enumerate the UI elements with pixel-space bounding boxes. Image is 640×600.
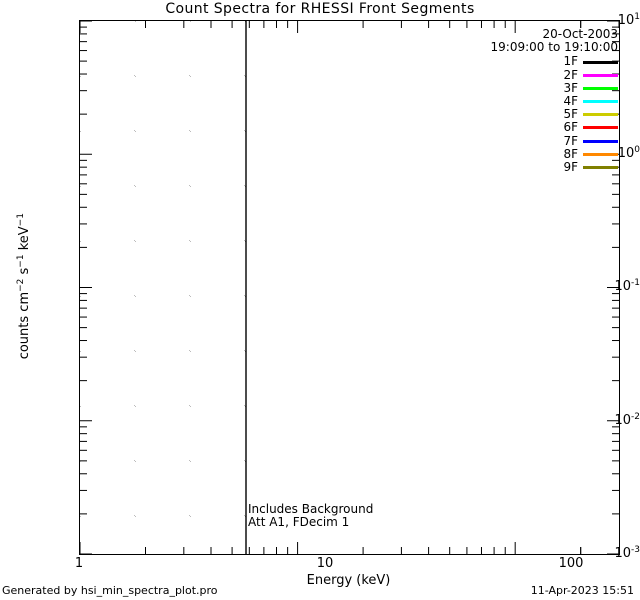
- legend-entry-swatch: [583, 126, 618, 129]
- legend-entry-label: 7F: [563, 135, 583, 148]
- ytick-label-1e-1: 10-1: [566, 278, 640, 294]
- legend-entry-4f: 4F: [491, 95, 618, 108]
- legend-entry-label: 6F: [563, 121, 583, 134]
- legend-entry-3f: 3F: [491, 82, 618, 95]
- legend-entry-swatch: [583, 113, 618, 116]
- legend-entry-6f: 6F: [491, 121, 618, 134]
- legend-entry-1f: 1F: [491, 55, 618, 68]
- y-axis-title: counts cm−2 s−1 keV−1: [16, 156, 32, 416]
- plot-annotations: Includes Background Att A1, FDecim 1: [248, 503, 373, 529]
- legend-entry-9f: 9F: [491, 161, 618, 174]
- annotation-attenuator-state: Att A1, FDecim 1: [248, 516, 373, 529]
- legend-entry-swatch: [583, 166, 618, 169]
- legend-entry-swatch: [583, 61, 618, 64]
- ytick-label-1e-3: 10-3: [566, 545, 640, 561]
- xtick-label-1: 1: [75, 556, 83, 571]
- legend-entry-5f: 5F: [491, 108, 618, 121]
- legend-entry-label: 3F: [563, 82, 583, 95]
- ytick-label-1e-2: 10-2: [566, 412, 640, 428]
- legend: 20-Oct-2003 19:09:00 to 19:10:00 1F2F3F4…: [491, 28, 618, 174]
- page-title: Count Spectra for RHESSI Front Segments: [0, 1, 640, 17]
- footer-generated-by: Generated by hsi_min_spectra_plot.pro: [2, 584, 218, 597]
- legend-entry-swatch: [583, 74, 618, 77]
- xtick-label-10: 10: [317, 556, 334, 571]
- legend-entry-7f: 7F: [491, 135, 618, 148]
- legend-entry-label: 2F: [563, 69, 583, 82]
- legend-entry-swatch: [583, 140, 618, 143]
- legend-entry-2f: 2F: [491, 69, 618, 82]
- legend-entries: 1F2F3F4F5F6F7F8F9F: [491, 55, 618, 174]
- legend-entry-swatch: [583, 100, 618, 103]
- legend-entry-8f: 8F: [491, 148, 618, 161]
- ytick-label-1e1: 101: [566, 12, 640, 28]
- legend-entry-label: 9F: [563, 161, 583, 174]
- legend-entry-swatch: [583, 153, 618, 156]
- legend-entry-label: 1F: [563, 55, 583, 68]
- footer-timestamp: 11-Apr-2023 15:51: [531, 584, 634, 597]
- legend-time-range: 19:09:00 to 19:10:00: [491, 41, 618, 54]
- legend-entry-label: 8F: [563, 148, 583, 161]
- legend-entry-swatch: [583, 87, 618, 90]
